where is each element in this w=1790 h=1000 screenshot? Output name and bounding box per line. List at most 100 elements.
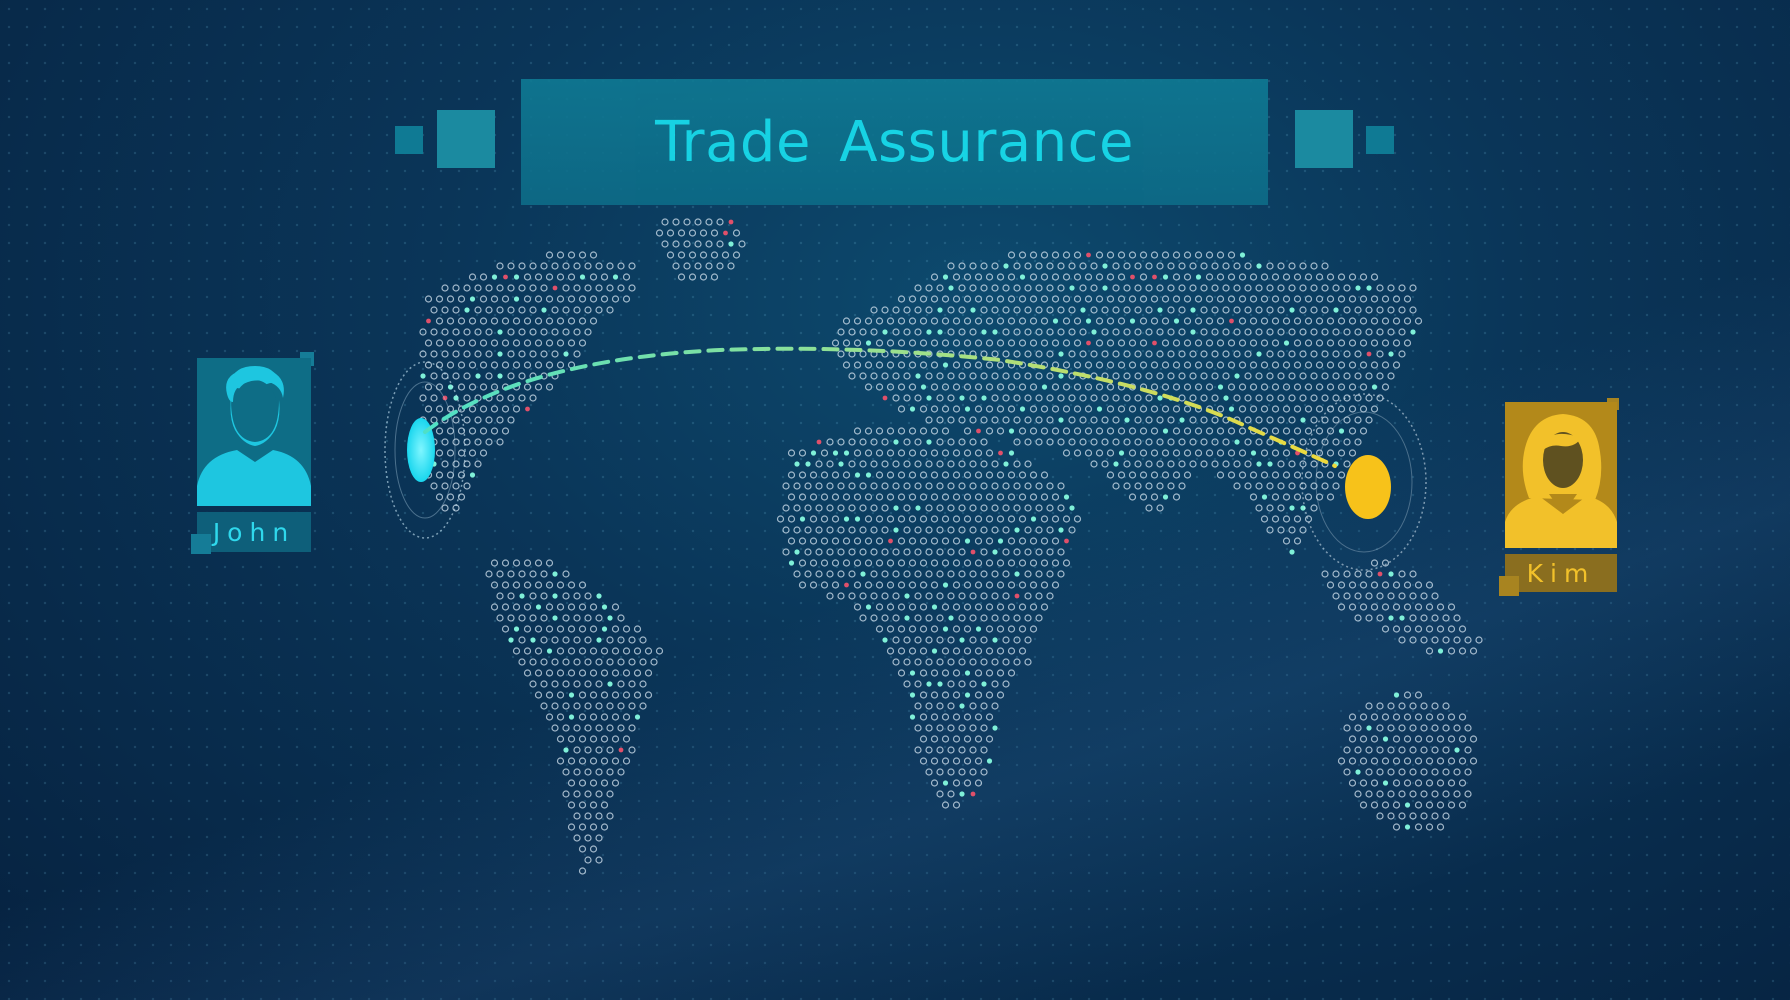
map-dot bbox=[1183, 383, 1192, 391]
map-dot bbox=[936, 790, 944, 798]
map-dot bbox=[963, 603, 972, 611]
map-dot bbox=[859, 614, 867, 622]
map-dot bbox=[1355, 769, 1361, 775]
map-dot bbox=[694, 218, 702, 226]
map-dot bbox=[1354, 570, 1362, 578]
map-dot bbox=[497, 351, 503, 357]
map-dot bbox=[1090, 438, 1098, 446]
map-dot bbox=[1381, 603, 1390, 611]
map-dot bbox=[622, 647, 631, 655]
map-dot bbox=[798, 471, 807, 479]
map-dot bbox=[1387, 372, 1395, 380]
map-dot bbox=[633, 647, 642, 655]
map-dot bbox=[1425, 603, 1434, 611]
map-dot bbox=[1145, 262, 1153, 270]
map-dot bbox=[897, 537, 906, 545]
map-dot bbox=[611, 735, 620, 743]
map-dot bbox=[1403, 317, 1412, 325]
map-dot bbox=[1002, 658, 1010, 666]
map-dot bbox=[919, 757, 928, 765]
map-dot bbox=[1150, 493, 1159, 501]
map-dot bbox=[970, 791, 976, 797]
map-dot bbox=[705, 262, 713, 270]
map-dot bbox=[452, 460, 460, 468]
map-dot bbox=[1295, 450, 1300, 456]
map-dot bbox=[1007, 317, 1016, 325]
map-dot bbox=[655, 229, 664, 237]
map-dot bbox=[479, 361, 488, 369]
map-dot bbox=[512, 317, 521, 325]
map-dot bbox=[474, 350, 482, 358]
map-dot bbox=[573, 680, 581, 688]
map-dot bbox=[446, 471, 455, 479]
map-dot bbox=[1293, 273, 1302, 281]
map-dot bbox=[914, 614, 922, 622]
map-dot bbox=[1315, 317, 1324, 325]
map-dot bbox=[908, 493, 917, 501]
map-dot bbox=[882, 637, 888, 643]
map-dot bbox=[562, 658, 570, 666]
map-dot bbox=[507, 262, 515, 270]
map-dot bbox=[1029, 537, 1038, 545]
map-dot bbox=[886, 427, 895, 435]
avatar-frame bbox=[197, 358, 311, 506]
map-dot bbox=[1123, 306, 1131, 314]
map-dot bbox=[864, 559, 873, 567]
map-dot bbox=[1376, 284, 1384, 292]
map-dot bbox=[1414, 801, 1423, 809]
map-dot bbox=[853, 339, 862, 347]
map-dot bbox=[507, 350, 515, 358]
map-dot bbox=[589, 251, 598, 259]
title-deco-square-3 bbox=[1295, 110, 1353, 168]
map-dot bbox=[457, 295, 466, 303]
map-dot bbox=[947, 504, 955, 512]
map-dot bbox=[435, 493, 444, 501]
map-dot bbox=[996, 405, 1005, 413]
map-dot bbox=[1117, 273, 1126, 281]
map-dot bbox=[1106, 251, 1115, 259]
map-dot bbox=[903, 482, 911, 490]
map-dot bbox=[903, 504, 911, 512]
map-dot bbox=[1271, 383, 1280, 391]
map-dot bbox=[904, 593, 910, 599]
map-dot bbox=[1249, 339, 1258, 347]
map-dot bbox=[1091, 329, 1097, 335]
map-dot bbox=[996, 427, 1005, 435]
map-dot bbox=[985, 537, 994, 545]
map-dot bbox=[1288, 482, 1296, 490]
map-dot bbox=[1123, 350, 1131, 358]
map-dot bbox=[1315, 471, 1324, 479]
map-dot bbox=[1079, 328, 1087, 336]
map-dot bbox=[1249, 405, 1258, 413]
map-dot bbox=[606, 284, 614, 292]
map-dot bbox=[578, 625, 587, 633]
map-dot bbox=[892, 658, 900, 666]
map-dot bbox=[1018, 295, 1027, 303]
map-dot bbox=[980, 548, 988, 556]
map-dot bbox=[1381, 801, 1390, 809]
map-dot bbox=[491, 274, 498, 280]
map-dot bbox=[567, 801, 576, 809]
map-dot bbox=[1332, 592, 1340, 600]
map-dot bbox=[1420, 636, 1428, 644]
map-dot bbox=[1139, 317, 1148, 325]
map-dot bbox=[936, 438, 944, 446]
map-dot bbox=[1123, 394, 1131, 402]
map-dot bbox=[442, 395, 448, 401]
map-dot bbox=[914, 460, 922, 468]
map-dot bbox=[1073, 251, 1082, 259]
map-dot bbox=[1013, 284, 1021, 292]
map-dot bbox=[1145, 394, 1153, 402]
map-dot bbox=[732, 229, 741, 237]
map-dot bbox=[1376, 746, 1384, 754]
map-dot bbox=[882, 395, 888, 401]
map-dot bbox=[1090, 262, 1098, 270]
map-dot bbox=[1260, 339, 1269, 347]
map-dot bbox=[1134, 438, 1142, 446]
map-dot bbox=[1084, 383, 1093, 391]
map-dot bbox=[804, 570, 812, 578]
map-dot bbox=[875, 581, 884, 589]
map-dot bbox=[974, 537, 983, 545]
map-dot bbox=[985, 361, 994, 369]
map-dot bbox=[435, 295, 444, 303]
